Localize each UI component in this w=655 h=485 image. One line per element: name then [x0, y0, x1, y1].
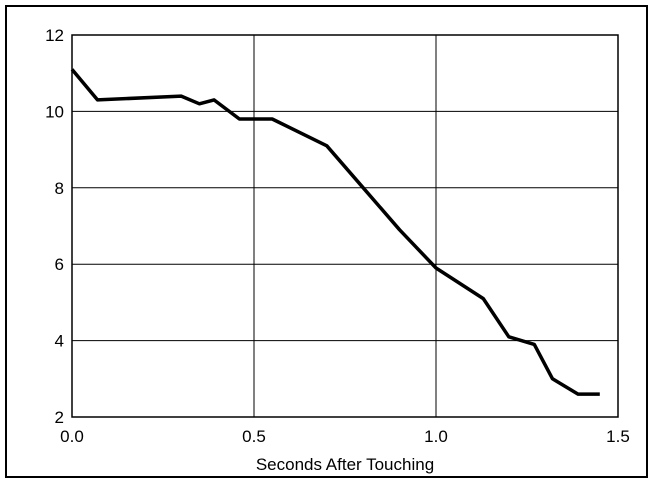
x-tick-label: 1.0 [424, 427, 448, 446]
y-tick-label: 4 [55, 332, 64, 351]
x-tick-label: 0.0 [60, 427, 84, 446]
x-axis-title: Seconds After Touching [256, 455, 434, 474]
series-line [70, 68, 600, 396]
x-axis-tick-labels: 0.0 0.5 1.0 1.5 [60, 427, 630, 446]
plot-area [71, 34, 619, 418]
y-tick-label: 10 [45, 102, 64, 121]
series-layer [70, 68, 600, 396]
y-tick-label: 2 [55, 408, 64, 427]
grid-lines [71, 34, 619, 418]
y-axis-tick-labels: 2 4 6 8 10 12 [45, 26, 64, 427]
chart-frame [5, 5, 648, 478]
y-tick-label: 8 [55, 179, 64, 198]
y-tick-label: 6 [55, 255, 64, 274]
x-tick-label: 0.5 [242, 427, 266, 446]
y-tick-label: 12 [45, 26, 64, 45]
x-tick-label: 1.5 [606, 427, 630, 446]
